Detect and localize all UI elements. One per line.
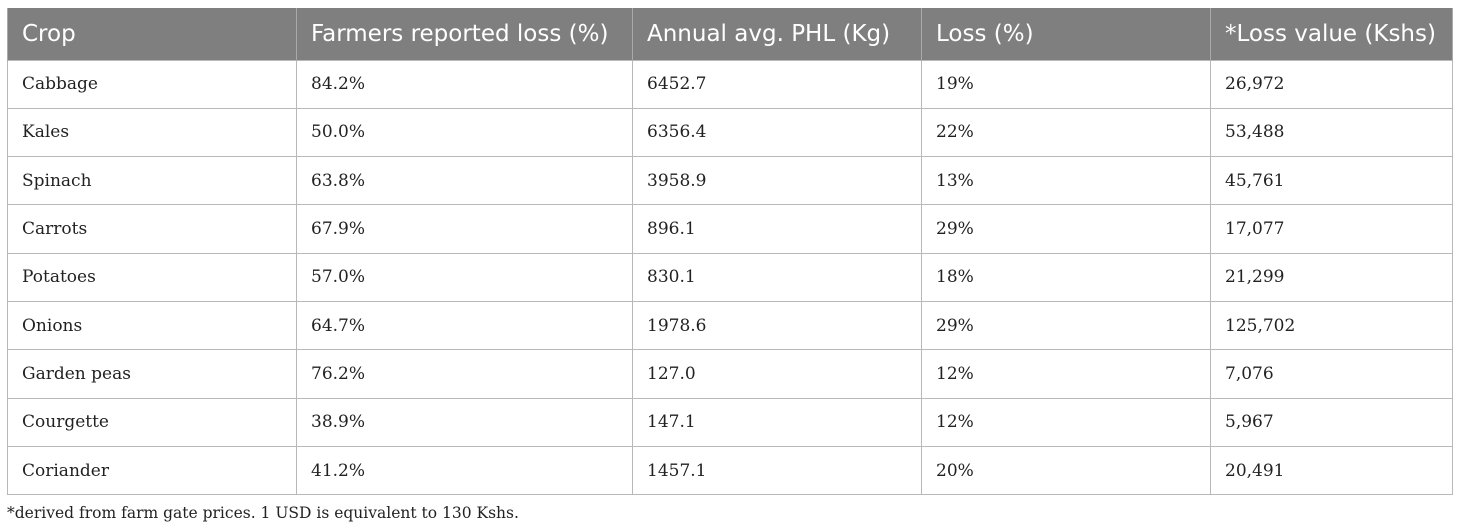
cell-annual-avg-phl: 1978.6 — [632, 300, 922, 351]
cell-annual-avg-phl: 896.1 — [632, 204, 922, 254]
table-row: Coriander 41.2% 1457.1 20% 20,491 — [7, 445, 1453, 496]
crop-loss-table-container: Crop Farmers reported loss (%) Annual av… — [7, 8, 1453, 496]
cell-farmers-reported-loss: 76.2% — [296, 349, 633, 399]
cell-loss-value: 45,761 — [1210, 156, 1453, 206]
header-crop: Crop — [7, 8, 297, 60]
cell-loss-percent: 19% — [921, 59, 1211, 109]
table-row: Garden peas 76.2% 127.0 12% 7,076 — [7, 349, 1453, 399]
cell-annual-avg-phl: 6452.7 — [632, 59, 922, 109]
cell-crop: Onions — [7, 300, 297, 351]
cell-farmers-reported-loss: 38.9% — [296, 397, 633, 447]
table-footnote: *derived from farm gate prices. 1 USD is… — [7, 504, 519, 522]
cell-annual-avg-phl: 3958.9 — [632, 156, 922, 206]
table-row: Onions 64.7% 1978.6 29% 125,702 — [7, 300, 1453, 351]
cell-farmers-reported-loss: 64.7% — [296, 300, 633, 351]
cell-loss-value: 21,299 — [1210, 252, 1453, 302]
table-row: Spinach 63.8% 3958.9 13% 45,761 — [7, 156, 1453, 206]
header-annual-avg-phl: Annual avg. PHL (Kg) — [632, 8, 922, 60]
cell-loss-percent: 12% — [921, 349, 1211, 399]
cell-farmers-reported-loss: 84.2% — [296, 59, 633, 109]
cell-crop: Carrots — [7, 204, 297, 254]
cell-loss-value: 125,702 — [1210, 300, 1453, 351]
cell-annual-avg-phl: 830.1 — [632, 252, 922, 302]
cell-annual-avg-phl: 1457.1 — [632, 445, 922, 496]
cell-crop: Courgette — [7, 397, 297, 447]
table-row: Cabbage 84.2% 6452.7 19% 26,972 — [7, 59, 1453, 109]
cell-crop: Potatoes — [7, 252, 297, 302]
cell-loss-percent: 22% — [921, 107, 1211, 158]
cell-loss-value: 53,488 — [1210, 107, 1453, 158]
cell-crop: Cabbage — [7, 59, 297, 109]
cell-loss-value: 26,972 — [1210, 59, 1453, 109]
cell-loss-value: 5,967 — [1210, 397, 1453, 447]
crop-loss-table: Crop Farmers reported loss (%) Annual av… — [7, 8, 1453, 496]
cell-farmers-reported-loss: 63.8% — [296, 156, 633, 206]
cell-farmers-reported-loss: 50.0% — [296, 107, 633, 158]
cell-loss-value: 17,077 — [1210, 204, 1453, 254]
table-row: Courgette 38.9% 147.1 12% 5,967 — [7, 397, 1453, 447]
cell-loss-percent: 18% — [921, 252, 1211, 302]
cell-loss-percent: 13% — [921, 156, 1211, 206]
cell-crop: Spinach — [7, 156, 297, 206]
cell-loss-percent: 29% — [921, 300, 1211, 351]
cell-loss-percent: 12% — [921, 397, 1211, 447]
header-farmers-reported-loss: Farmers reported loss (%) — [296, 8, 633, 60]
cell-loss-value: 20,491 — [1210, 445, 1453, 496]
cell-farmers-reported-loss: 67.9% — [296, 204, 633, 254]
cell-loss-percent: 29% — [921, 204, 1211, 254]
cell-annual-avg-phl: 6356.4 — [632, 107, 922, 158]
cell-loss-value: 7,076 — [1210, 349, 1453, 399]
header-loss-percent: Loss (%) — [921, 8, 1211, 60]
cell-loss-percent: 20% — [921, 445, 1211, 496]
cell-crop: Kales — [7, 107, 297, 158]
table-row: Kales 50.0% 6356.4 22% 53,488 — [7, 107, 1453, 158]
cell-annual-avg-phl: 127.0 — [632, 349, 922, 399]
cell-annual-avg-phl: 147.1 — [632, 397, 922, 447]
header-loss-value: *Loss value (Kshs) — [1210, 8, 1453, 60]
cell-farmers-reported-loss: 41.2% — [296, 445, 633, 496]
cell-crop: Garden peas — [7, 349, 297, 399]
cell-crop: Coriander — [7, 445, 297, 496]
table-row: Carrots 67.9% 896.1 29% 17,077 — [7, 204, 1453, 254]
cell-farmers-reported-loss: 57.0% — [296, 252, 633, 302]
table-header-row: Crop Farmers reported loss (%) Annual av… — [7, 8, 1453, 60]
table-row: Potatoes 57.0% 830.1 18% 21,299 — [7, 252, 1453, 302]
